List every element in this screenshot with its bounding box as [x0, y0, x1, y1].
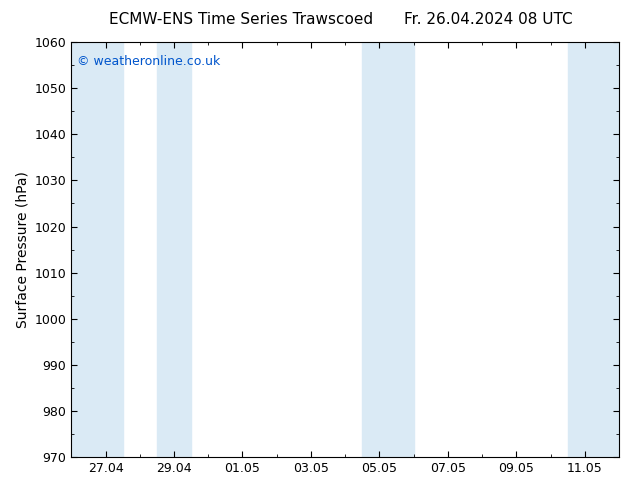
Bar	[157, 42, 191, 457]
Text: Fr. 26.04.2024 08 UTC: Fr. 26.04.2024 08 UTC	[404, 12, 573, 27]
Bar	[567, 42, 619, 457]
Text: © weatheronline.co.uk: © weatheronline.co.uk	[77, 54, 220, 68]
Text: ECMW-ENS Time Series Trawscoed: ECMW-ENS Time Series Trawscoed	[109, 12, 373, 27]
Bar	[362, 42, 413, 457]
Y-axis label: Surface Pressure (hPa): Surface Pressure (hPa)	[15, 171, 29, 328]
Bar	[71, 42, 122, 457]
